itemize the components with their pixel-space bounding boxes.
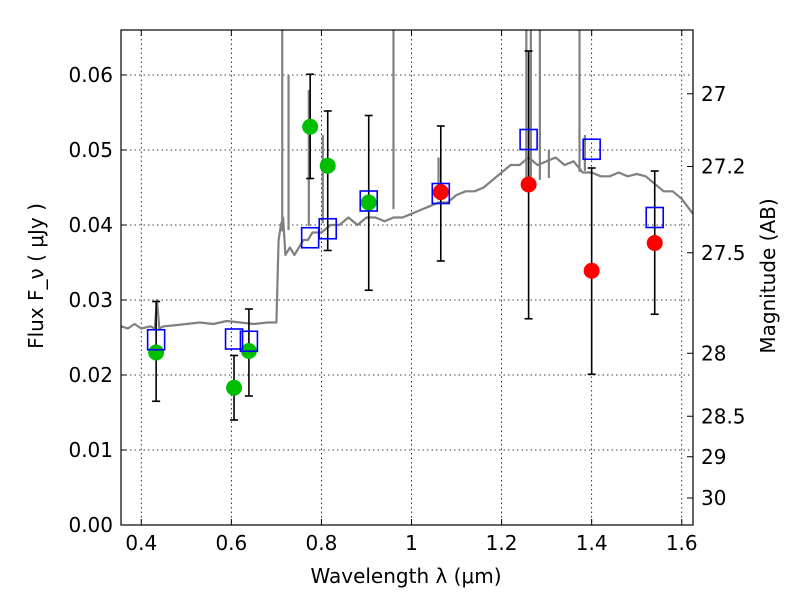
red-point bbox=[432, 184, 449, 200]
x-tick-label: 1 bbox=[405, 531, 418, 555]
y-tick-label: 0.02 bbox=[68, 363, 113, 387]
x-tick-label: 0.6 bbox=[215, 531, 247, 555]
green-point bbox=[302, 118, 319, 135]
x-tick-label: 0.4 bbox=[125, 531, 157, 555]
model-spectrum bbox=[121, 30, 693, 330]
green-point bbox=[360, 194, 377, 211]
x-tick-label: 0.8 bbox=[306, 531, 338, 555]
right-tick-labels: 27 27.2 27.5 28 28.5 29 30 bbox=[701, 82, 746, 510]
grid bbox=[121, 30, 693, 525]
model-box bbox=[239, 330, 259, 353]
model-boxes bbox=[146, 128, 665, 353]
green-point bbox=[319, 157, 336, 174]
right-tick-label: 30 bbox=[701, 486, 726, 510]
red-point bbox=[646, 235, 663, 251]
y-tick-label: 0.05 bbox=[68, 138, 113, 162]
y-tick-label: 0.01 bbox=[68, 438, 113, 462]
model-box bbox=[431, 182, 451, 205]
right-tick-label: 27.5 bbox=[701, 241, 746, 265]
right-tick-label: 27.2 bbox=[701, 155, 746, 179]
right-tick-label: 29 bbox=[701, 445, 726, 469]
plot-frame bbox=[120, 29, 694, 526]
green-point bbox=[226, 379, 243, 396]
model-box bbox=[582, 138, 601, 161]
model-box bbox=[359, 190, 379, 212]
model-box bbox=[318, 217, 338, 240]
data-points bbox=[148, 118, 663, 396]
x-tick-label: 1.2 bbox=[486, 531, 518, 555]
y-tick-label: 0.00 bbox=[68, 513, 113, 537]
red-point bbox=[583, 262, 600, 279]
y-tick-labels: 0.00 0.01 0.02 0.03 0.04 0.05 0.06 bbox=[68, 63, 113, 537]
red-point bbox=[520, 176, 537, 193]
axis-ticks bbox=[121, 30, 693, 526]
y-tick-label: 0.03 bbox=[68, 288, 113, 312]
x-tick-label: 1.4 bbox=[576, 531, 608, 555]
right-axis-label: Magnitude (AB) bbox=[756, 198, 780, 353]
y-tick-label: 0.06 bbox=[68, 63, 113, 87]
right-tick-label: 28.5 bbox=[701, 404, 746, 428]
right-tick-label: 28 bbox=[701, 341, 726, 365]
y-tick-label: 0.04 bbox=[68, 213, 113, 237]
model-box bbox=[645, 206, 665, 229]
x-axis-label: Wavelength λ (μm) bbox=[310, 564, 501, 588]
model-box bbox=[224, 328, 244, 350]
model-box bbox=[146, 328, 166, 351]
y-axis-label: Flux F_ν ( μJy ) bbox=[24, 203, 48, 349]
green-point bbox=[148, 344, 165, 361]
spectrum-line bbox=[121, 156, 693, 330]
error-bars bbox=[152, 50, 659, 421]
x-tick-labels: 0.4 0.6 0.8 1 1.2 1.4 1.6 bbox=[125, 531, 697, 555]
model-box bbox=[519, 128, 538, 151]
right-tick-label: 27 bbox=[701, 82, 726, 106]
x-tick-label: 1.6 bbox=[666, 531, 698, 555]
